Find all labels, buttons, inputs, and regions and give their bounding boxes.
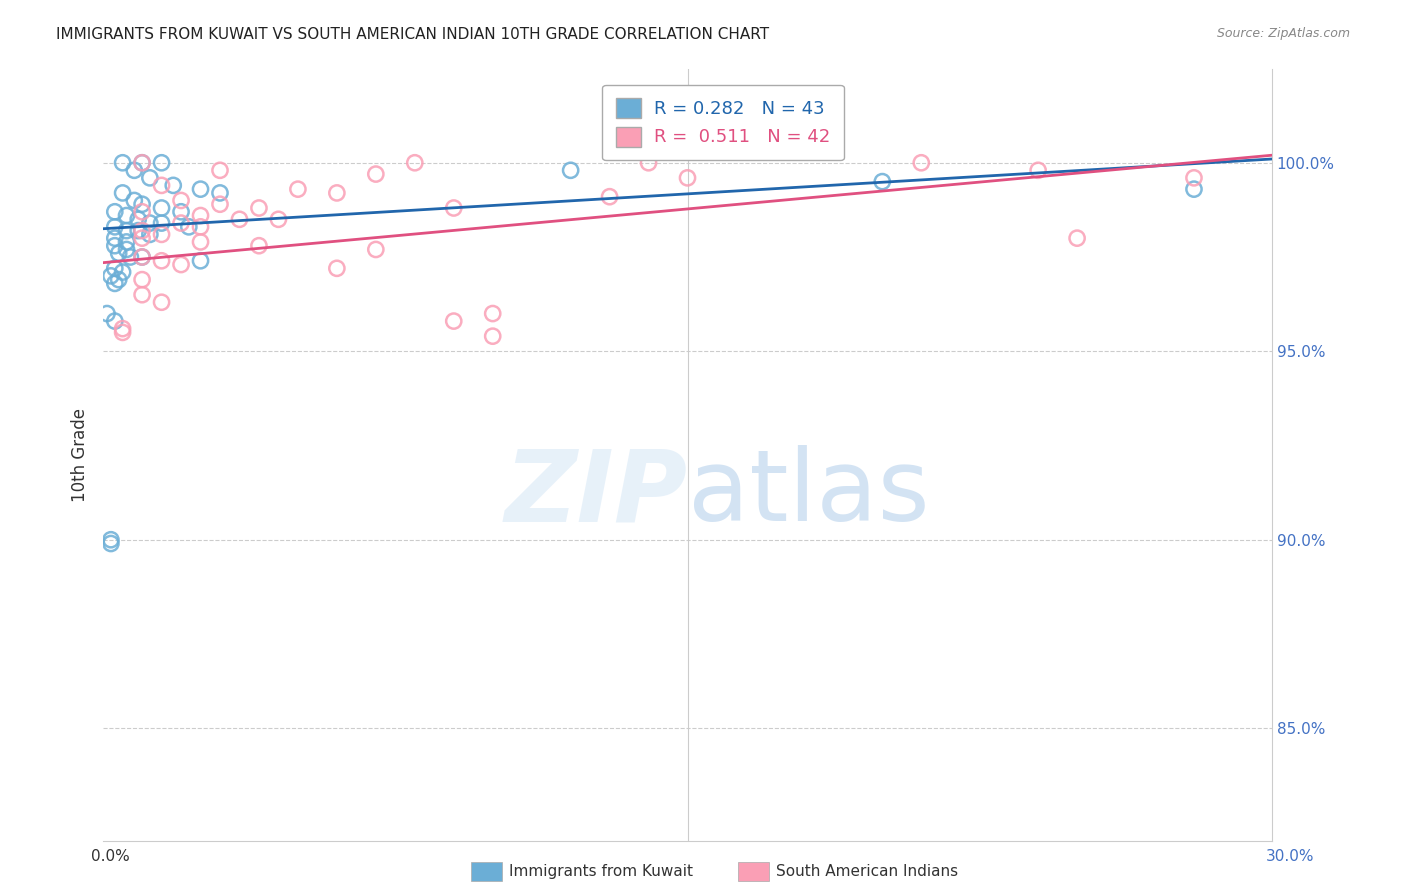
Point [104, 261, 127, 276]
Point [150, 178, 173, 193]
Text: 0.0%: 0.0% [91, 849, 131, 864]
Point [190, 253, 212, 268]
Point [676, 170, 699, 185]
Point [247, 238, 270, 252]
Point [111, 326, 134, 340]
Point [208, 186, 231, 200]
Point [1026, 163, 1049, 178]
Point [120, 250, 142, 264]
Point [124, 163, 146, 178]
Point [127, 224, 149, 238]
Point [443, 314, 465, 328]
Point [100, 533, 122, 547]
Point [111, 155, 134, 169]
Point [1182, 170, 1205, 185]
Point [190, 235, 212, 249]
Point [910, 155, 932, 169]
Point [150, 253, 173, 268]
Point [131, 155, 153, 169]
Point [111, 265, 134, 279]
Point [150, 155, 173, 169]
Point [170, 216, 193, 230]
Point [139, 216, 162, 230]
Point [131, 231, 153, 245]
Point [267, 212, 290, 227]
Point [115, 243, 138, 257]
Point [150, 227, 173, 242]
Point [96, 307, 118, 321]
Point [247, 201, 270, 215]
Point [177, 219, 200, 234]
Text: atlas: atlas [688, 445, 929, 542]
Point [404, 155, 426, 169]
Point [364, 167, 387, 181]
Point [1182, 182, 1205, 196]
Point [131, 287, 153, 301]
Point [637, 155, 659, 169]
Point [104, 314, 127, 328]
Text: ZIP: ZIP [505, 445, 688, 542]
Point [150, 201, 173, 215]
Point [150, 216, 173, 230]
Point [115, 209, 138, 223]
Point [127, 212, 149, 227]
Point [190, 219, 212, 234]
Point [599, 190, 621, 204]
Point [150, 295, 173, 310]
Point [131, 197, 153, 211]
Point [170, 258, 193, 272]
Point [131, 250, 153, 264]
Point [190, 209, 212, 223]
Point [481, 307, 503, 321]
Text: Source: ZipAtlas.com: Source: ZipAtlas.com [1216, 27, 1350, 40]
Point [107, 272, 129, 286]
Point [115, 235, 138, 249]
Point [131, 250, 153, 264]
Point [287, 182, 309, 196]
Point [326, 186, 349, 200]
Point [104, 238, 127, 252]
Point [111, 186, 134, 200]
Point [326, 261, 349, 276]
Point [170, 204, 193, 219]
Point [443, 201, 465, 215]
Point [481, 329, 503, 343]
Point [111, 321, 134, 335]
Point [115, 224, 138, 238]
Point [364, 243, 387, 257]
Point [139, 227, 162, 242]
Point [208, 163, 231, 178]
Text: Immigrants from Kuwait: Immigrants from Kuwait [509, 864, 693, 879]
Point [124, 194, 146, 208]
Point [104, 231, 127, 245]
Point [100, 536, 122, 550]
Point [104, 277, 127, 291]
Point [1066, 231, 1088, 245]
Point [131, 272, 153, 286]
Point [162, 178, 184, 193]
Legend: R = 0.282   N = 43, R =  0.511   N = 42: R = 0.282 N = 43, R = 0.511 N = 42 [602, 85, 844, 161]
Text: South American Indians: South American Indians [776, 864, 959, 879]
Text: IMMIGRANTS FROM KUWAIT VS SOUTH AMERICAN INDIAN 10TH GRADE CORRELATION CHART: IMMIGRANTS FROM KUWAIT VS SOUTH AMERICAN… [56, 27, 769, 42]
Point [190, 182, 212, 196]
Point [170, 194, 193, 208]
Point [560, 163, 582, 178]
Point [131, 204, 153, 219]
Point [139, 170, 162, 185]
Text: 30.0%: 30.0% [1267, 849, 1315, 864]
Point [208, 197, 231, 211]
Point [104, 219, 127, 234]
Point [228, 212, 250, 227]
Point [872, 175, 894, 189]
Point [104, 204, 127, 219]
Point [100, 268, 122, 283]
Point [107, 246, 129, 260]
Y-axis label: 10th Grade: 10th Grade [72, 408, 89, 502]
Point [131, 224, 153, 238]
Point [131, 155, 153, 169]
